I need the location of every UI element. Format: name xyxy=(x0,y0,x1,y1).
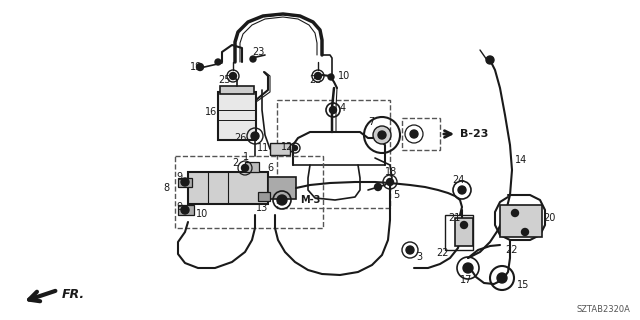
Bar xyxy=(270,143,290,155)
Text: 7: 7 xyxy=(368,117,374,127)
Circle shape xyxy=(374,183,381,190)
Bar xyxy=(258,192,270,201)
Circle shape xyxy=(314,73,321,79)
Bar xyxy=(245,162,259,172)
Text: 26: 26 xyxy=(234,133,246,143)
Bar xyxy=(455,218,473,246)
Circle shape xyxy=(330,107,337,114)
Text: 8: 8 xyxy=(163,183,169,193)
Circle shape xyxy=(181,178,189,186)
Text: 3: 3 xyxy=(416,252,422,262)
Circle shape xyxy=(378,131,386,139)
Circle shape xyxy=(511,210,518,217)
Circle shape xyxy=(196,63,204,70)
Circle shape xyxy=(241,164,248,172)
Text: 23: 23 xyxy=(252,47,264,57)
Circle shape xyxy=(230,73,237,79)
Text: 15: 15 xyxy=(517,280,529,290)
Circle shape xyxy=(387,179,394,186)
Circle shape xyxy=(292,146,298,150)
Text: 2: 2 xyxy=(232,158,238,168)
Bar xyxy=(188,172,268,204)
Text: 14: 14 xyxy=(515,155,527,165)
Circle shape xyxy=(486,56,494,64)
Bar xyxy=(175,156,323,228)
Circle shape xyxy=(373,126,391,144)
Text: 19: 19 xyxy=(190,62,202,72)
Circle shape xyxy=(251,132,259,140)
Text: 20: 20 xyxy=(543,213,556,223)
Text: M-3: M-3 xyxy=(300,195,321,205)
Text: 13: 13 xyxy=(256,203,268,213)
Bar xyxy=(402,118,440,150)
Circle shape xyxy=(497,273,507,283)
Text: B-23: B-23 xyxy=(460,129,488,139)
Text: 5: 5 xyxy=(393,190,399,200)
Text: SZTAB2320A: SZTAB2320A xyxy=(576,305,630,314)
Text: 4: 4 xyxy=(340,103,346,113)
Circle shape xyxy=(215,59,221,65)
Text: 9: 9 xyxy=(176,202,182,212)
Text: FR.: FR. xyxy=(62,289,85,301)
Circle shape xyxy=(458,186,466,194)
Text: 18: 18 xyxy=(385,167,397,177)
Bar xyxy=(220,86,254,94)
Text: 24: 24 xyxy=(452,175,465,185)
Bar xyxy=(268,177,296,199)
Bar xyxy=(500,205,542,237)
Circle shape xyxy=(328,74,334,80)
Circle shape xyxy=(463,263,473,273)
Bar xyxy=(178,178,192,187)
Text: 21: 21 xyxy=(448,213,460,223)
Text: 9: 9 xyxy=(176,172,182,182)
Text: 25: 25 xyxy=(218,75,230,85)
Text: 17: 17 xyxy=(460,275,472,285)
Text: 25: 25 xyxy=(309,75,321,85)
Circle shape xyxy=(406,246,414,254)
Bar xyxy=(218,92,256,140)
Text: 12: 12 xyxy=(281,142,293,152)
Circle shape xyxy=(250,56,256,62)
Bar xyxy=(445,215,473,250)
Text: 6: 6 xyxy=(267,163,273,173)
Text: 10: 10 xyxy=(196,209,208,219)
Text: 1: 1 xyxy=(243,152,249,162)
Circle shape xyxy=(461,221,467,228)
Text: 10: 10 xyxy=(338,71,350,81)
Bar xyxy=(178,205,194,215)
Text: 16: 16 xyxy=(205,107,217,117)
Circle shape xyxy=(277,195,287,205)
Bar xyxy=(277,100,390,208)
Circle shape xyxy=(410,130,418,138)
Circle shape xyxy=(522,228,529,236)
Text: 22: 22 xyxy=(436,248,449,258)
Text: 22: 22 xyxy=(505,245,518,255)
Text: 11: 11 xyxy=(257,143,269,153)
Circle shape xyxy=(181,206,189,214)
